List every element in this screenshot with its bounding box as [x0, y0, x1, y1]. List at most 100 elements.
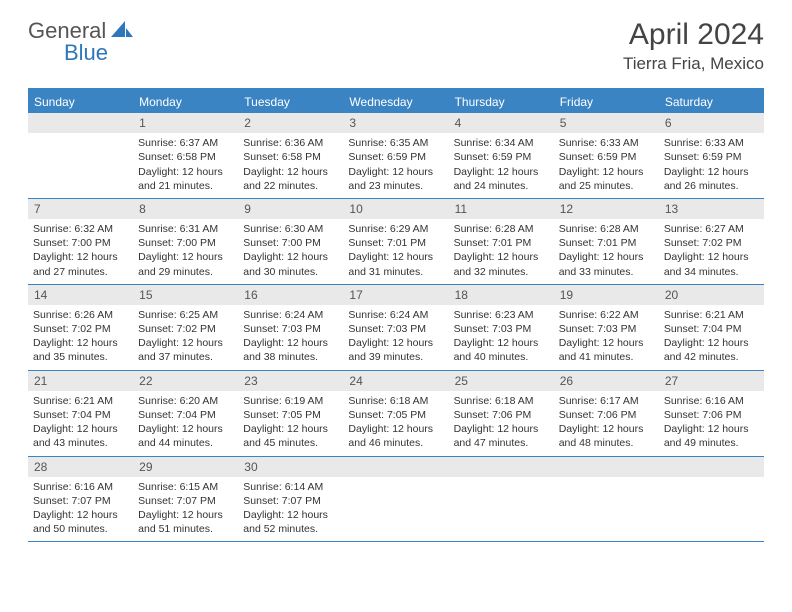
sunset-text: Sunset: 7:03 PM [348, 322, 443, 336]
day-body: Sunrise: 6:18 AMSunset: 7:06 PMDaylight:… [449, 391, 554, 456]
day-cell [28, 113, 133, 198]
header: General Blue April 2024 Tierra Fria, Mex… [0, 0, 792, 82]
logo: General Blue [28, 18, 135, 44]
day-body: Sunrise: 6:27 AMSunset: 7:02 PMDaylight:… [659, 219, 764, 284]
daylight-text: Daylight: 12 hours and 44 minutes. [138, 422, 233, 450]
sunrise-text: Sunrise: 6:19 AM [243, 394, 338, 408]
daylight-text: Daylight: 12 hours and 35 minutes. [33, 336, 128, 364]
sunrise-text: Sunrise: 6:33 AM [559, 136, 654, 150]
day-number: 2 [238, 113, 343, 133]
sunset-text: Sunset: 7:05 PM [348, 408, 443, 422]
day-number: 19 [554, 285, 659, 305]
weekday-header: Thursday [449, 91, 554, 113]
day-body: Sunrise: 6:19 AMSunset: 7:05 PMDaylight:… [238, 391, 343, 456]
daylight-text: Daylight: 12 hours and 24 minutes. [454, 165, 549, 193]
sunrise-text: Sunrise: 6:27 AM [664, 222, 759, 236]
day-body: Sunrise: 6:32 AMSunset: 7:00 PMDaylight:… [28, 219, 133, 284]
day-body: Sunrise: 6:17 AMSunset: 7:06 PMDaylight:… [554, 391, 659, 456]
day-cell: 13Sunrise: 6:27 AMSunset: 7:02 PMDayligh… [659, 199, 764, 284]
day-number [554, 457, 659, 477]
day-cell: 27Sunrise: 6:16 AMSunset: 7:06 PMDayligh… [659, 371, 764, 456]
day-number: 21 [28, 371, 133, 391]
daylight-text: Daylight: 12 hours and 31 minutes. [348, 250, 443, 278]
day-cell: 18Sunrise: 6:23 AMSunset: 7:03 PMDayligh… [449, 285, 554, 370]
day-cell: 1Sunrise: 6:37 AMSunset: 6:58 PMDaylight… [133, 113, 238, 198]
sunset-text: Sunset: 7:05 PM [243, 408, 338, 422]
day-number: 23 [238, 371, 343, 391]
sunset-text: Sunset: 7:02 PM [664, 236, 759, 250]
sunset-text: Sunset: 7:04 PM [138, 408, 233, 422]
day-body: Sunrise: 6:20 AMSunset: 7:04 PMDaylight:… [133, 391, 238, 456]
day-body: Sunrise: 6:31 AMSunset: 7:00 PMDaylight:… [133, 219, 238, 284]
sunset-text: Sunset: 7:07 PM [138, 494, 233, 508]
page-title: April 2024 [623, 18, 764, 52]
sunrise-text: Sunrise: 6:21 AM [33, 394, 128, 408]
sunset-text: Sunset: 6:58 PM [138, 150, 233, 164]
sunrise-text: Sunrise: 6:25 AM [138, 308, 233, 322]
weekday-header-row: SundayMondayTuesdayWednesdayThursdayFrid… [28, 91, 764, 113]
day-cell: 16Sunrise: 6:24 AMSunset: 7:03 PMDayligh… [238, 285, 343, 370]
sunrise-text: Sunrise: 6:37 AM [138, 136, 233, 150]
day-cell: 10Sunrise: 6:29 AMSunset: 7:01 PMDayligh… [343, 199, 448, 284]
daylight-text: Daylight: 12 hours and 25 minutes. [559, 165, 654, 193]
weekday-header: Sunday [28, 91, 133, 113]
day-number: 28 [28, 457, 133, 477]
day-number [659, 457, 764, 477]
day-cell: 8Sunrise: 6:31 AMSunset: 7:00 PMDaylight… [133, 199, 238, 284]
sunset-text: Sunset: 7:06 PM [454, 408, 549, 422]
sunset-text: Sunset: 6:59 PM [664, 150, 759, 164]
daylight-text: Daylight: 12 hours and 42 minutes. [664, 336, 759, 364]
day-number: 22 [133, 371, 238, 391]
sunset-text: Sunset: 7:00 PM [33, 236, 128, 250]
day-cell: 28Sunrise: 6:16 AMSunset: 7:07 PMDayligh… [28, 457, 133, 542]
daylight-text: Daylight: 12 hours and 30 minutes. [243, 250, 338, 278]
day-number: 18 [449, 285, 554, 305]
day-body: Sunrise: 6:21 AMSunset: 7:04 PMDaylight:… [659, 305, 764, 370]
daylight-text: Daylight: 12 hours and 47 minutes. [454, 422, 549, 450]
weekday-header: Wednesday [343, 91, 448, 113]
sunrise-text: Sunrise: 6:28 AM [454, 222, 549, 236]
day-number [28, 113, 133, 133]
sunset-text: Sunset: 7:02 PM [33, 322, 128, 336]
daylight-text: Daylight: 12 hours and 26 minutes. [664, 165, 759, 193]
day-cell: 14Sunrise: 6:26 AMSunset: 7:02 PMDayligh… [28, 285, 133, 370]
title-block: April 2024 Tierra Fria, Mexico [623, 18, 764, 74]
weekday-header: Saturday [659, 91, 764, 113]
day-cell: 9Sunrise: 6:30 AMSunset: 7:00 PMDaylight… [238, 199, 343, 284]
day-cell: 20Sunrise: 6:21 AMSunset: 7:04 PMDayligh… [659, 285, 764, 370]
day-cell: 29Sunrise: 6:15 AMSunset: 7:07 PMDayligh… [133, 457, 238, 542]
day-cell: 24Sunrise: 6:18 AMSunset: 7:05 PMDayligh… [343, 371, 448, 456]
weekday-header: Friday [554, 91, 659, 113]
day-body: Sunrise: 6:22 AMSunset: 7:03 PMDaylight:… [554, 305, 659, 370]
day-number: 9 [238, 199, 343, 219]
week-row: 14Sunrise: 6:26 AMSunset: 7:02 PMDayligh… [28, 285, 764, 371]
daylight-text: Daylight: 12 hours and 23 minutes. [348, 165, 443, 193]
day-body: Sunrise: 6:14 AMSunset: 7:07 PMDaylight:… [238, 477, 343, 542]
daylight-text: Daylight: 12 hours and 46 minutes. [348, 422, 443, 450]
sunrise-text: Sunrise: 6:22 AM [559, 308, 654, 322]
week-row: 1Sunrise: 6:37 AMSunset: 6:58 PMDaylight… [28, 113, 764, 199]
day-number: 7 [28, 199, 133, 219]
day-cell: 3Sunrise: 6:35 AMSunset: 6:59 PMDaylight… [343, 113, 448, 198]
day-cell: 22Sunrise: 6:20 AMSunset: 7:04 PMDayligh… [133, 371, 238, 456]
sunrise-text: Sunrise: 6:23 AM [454, 308, 549, 322]
day-number: 25 [449, 371, 554, 391]
sunrise-text: Sunrise: 6:28 AM [559, 222, 654, 236]
day-body: Sunrise: 6:23 AMSunset: 7:03 PMDaylight:… [449, 305, 554, 370]
day-body: Sunrise: 6:25 AMSunset: 7:02 PMDaylight:… [133, 305, 238, 370]
day-body: Sunrise: 6:16 AMSunset: 7:06 PMDaylight:… [659, 391, 764, 456]
day-body: Sunrise: 6:24 AMSunset: 7:03 PMDaylight:… [343, 305, 448, 370]
daylight-text: Daylight: 12 hours and 48 minutes. [559, 422, 654, 450]
sunset-text: Sunset: 7:01 PM [348, 236, 443, 250]
sunset-text: Sunset: 6:59 PM [559, 150, 654, 164]
sunrise-text: Sunrise: 6:33 AM [664, 136, 759, 150]
day-cell: 7Sunrise: 6:32 AMSunset: 7:00 PMDaylight… [28, 199, 133, 284]
location-label: Tierra Fria, Mexico [623, 54, 764, 74]
sunset-text: Sunset: 6:58 PM [243, 150, 338, 164]
week-row: 21Sunrise: 6:21 AMSunset: 7:04 PMDayligh… [28, 371, 764, 457]
day-number: 11 [449, 199, 554, 219]
day-body: Sunrise: 6:18 AMSunset: 7:05 PMDaylight:… [343, 391, 448, 456]
day-number: 4 [449, 113, 554, 133]
week-row: 28Sunrise: 6:16 AMSunset: 7:07 PMDayligh… [28, 457, 764, 543]
sunrise-text: Sunrise: 6:14 AM [243, 480, 338, 494]
